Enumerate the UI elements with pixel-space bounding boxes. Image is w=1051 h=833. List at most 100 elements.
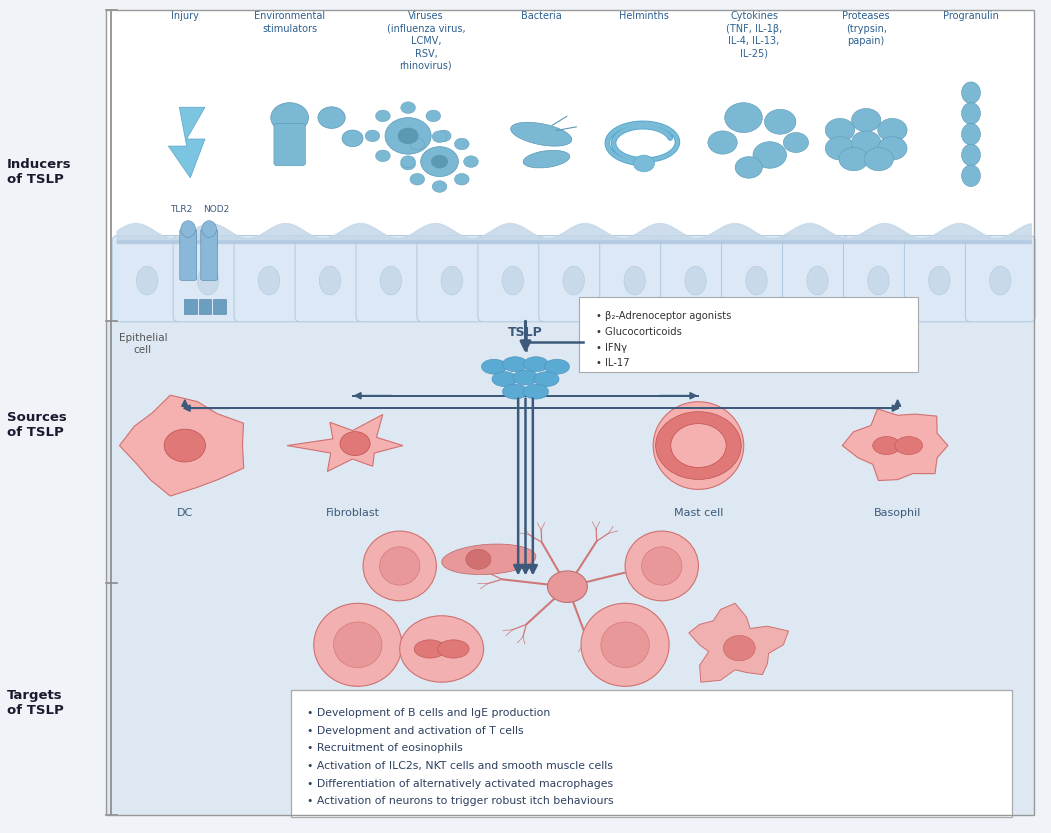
- Circle shape: [375, 150, 390, 162]
- FancyBboxPatch shape: [173, 236, 243, 322]
- Ellipse shape: [414, 640, 446, 658]
- Ellipse shape: [492, 372, 517, 387]
- Ellipse shape: [962, 123, 981, 145]
- Circle shape: [466, 549, 491, 569]
- Circle shape: [426, 150, 440, 162]
- Ellipse shape: [523, 357, 549, 372]
- Circle shape: [397, 127, 418, 144]
- Text: • Development of B cells and IgE production: • Development of B cells and IgE product…: [308, 708, 551, 718]
- Text: DC: DC: [177, 508, 193, 518]
- FancyBboxPatch shape: [234, 236, 304, 322]
- Circle shape: [753, 142, 786, 168]
- Ellipse shape: [962, 144, 981, 166]
- Circle shape: [375, 110, 390, 122]
- Bar: [106, 10, 1034, 815]
- Text: NOD2: NOD2: [203, 205, 229, 214]
- Circle shape: [365, 130, 379, 142]
- Ellipse shape: [441, 267, 462, 295]
- Circle shape: [431, 155, 448, 168]
- Ellipse shape: [363, 531, 436, 601]
- Circle shape: [548, 571, 588, 602]
- Ellipse shape: [894, 436, 923, 455]
- Ellipse shape: [502, 357, 528, 372]
- Ellipse shape: [333, 622, 382, 667]
- Circle shape: [436, 130, 451, 142]
- Circle shape: [864, 147, 893, 171]
- FancyBboxPatch shape: [783, 236, 852, 322]
- Circle shape: [735, 157, 762, 178]
- Ellipse shape: [513, 370, 538, 385]
- Text: Injury: Injury: [171, 12, 199, 22]
- Circle shape: [878, 137, 907, 160]
- FancyBboxPatch shape: [905, 236, 974, 322]
- FancyBboxPatch shape: [291, 690, 1012, 816]
- Circle shape: [634, 155, 655, 172]
- Ellipse shape: [202, 221, 217, 237]
- Circle shape: [851, 108, 881, 132]
- Polygon shape: [842, 409, 948, 481]
- Ellipse shape: [380, 267, 401, 295]
- Polygon shape: [120, 395, 244, 496]
- Ellipse shape: [511, 122, 572, 146]
- Circle shape: [410, 138, 425, 150]
- Ellipse shape: [481, 359, 507, 374]
- Text: Epithelial
cell: Epithelial cell: [119, 333, 167, 355]
- FancyBboxPatch shape: [112, 236, 182, 322]
- FancyBboxPatch shape: [180, 229, 197, 281]
- Ellipse shape: [624, 267, 645, 295]
- Text: Basophil: Basophil: [874, 508, 922, 518]
- Text: • IFNγ: • IFNγ: [596, 342, 626, 352]
- Text: • IL-17: • IL-17: [596, 358, 630, 368]
- FancyBboxPatch shape: [356, 236, 426, 322]
- Circle shape: [825, 137, 854, 160]
- Circle shape: [339, 431, 370, 456]
- Text: Fibroblast: Fibroblast: [326, 508, 379, 518]
- Ellipse shape: [962, 165, 981, 187]
- Text: • β₂-Adrenoceptor agonists: • β₂-Adrenoceptor agonists: [596, 311, 731, 321]
- Ellipse shape: [437, 640, 469, 658]
- FancyBboxPatch shape: [844, 236, 913, 322]
- Circle shape: [851, 131, 881, 154]
- Polygon shape: [688, 603, 788, 682]
- Circle shape: [825, 118, 854, 142]
- Circle shape: [385, 117, 431, 154]
- Polygon shape: [168, 107, 205, 177]
- Circle shape: [164, 429, 206, 462]
- Ellipse shape: [601, 622, 650, 667]
- Ellipse shape: [581, 603, 669, 686]
- Text: Viruses
(influenza virus,
LCMV,
RSV,
rhinovirus): Viruses (influenza virus, LCMV, RSV, rhi…: [387, 12, 466, 71]
- Circle shape: [432, 181, 447, 192]
- Circle shape: [400, 102, 415, 113]
- Circle shape: [318, 107, 345, 128]
- Ellipse shape: [653, 402, 744, 490]
- Ellipse shape: [441, 544, 536, 575]
- Circle shape: [400, 156, 415, 167]
- Circle shape: [399, 616, 483, 682]
- Ellipse shape: [872, 436, 901, 455]
- Text: TSLP: TSLP: [508, 327, 543, 339]
- Text: Progranulin: Progranulin: [943, 12, 998, 22]
- Ellipse shape: [625, 531, 699, 601]
- Ellipse shape: [807, 267, 828, 295]
- Text: Targets
of TSLP: Targets of TSLP: [6, 689, 63, 717]
- Ellipse shape: [685, 267, 706, 295]
- Ellipse shape: [534, 372, 559, 387]
- FancyBboxPatch shape: [722, 236, 791, 322]
- Text: Helminths: Helminths: [619, 12, 668, 22]
- Ellipse shape: [544, 359, 570, 374]
- Ellipse shape: [502, 384, 528, 399]
- Ellipse shape: [868, 267, 889, 295]
- Circle shape: [463, 156, 478, 167]
- Ellipse shape: [641, 546, 682, 585]
- FancyBboxPatch shape: [539, 236, 609, 322]
- Ellipse shape: [746, 267, 767, 295]
- Circle shape: [764, 109, 796, 134]
- Text: Cytokines
(TNF, IL-1β,
IL-4, IL-13,
IL-25): Cytokines (TNF, IL-1β, IL-4, IL-13, IL-2…: [726, 12, 782, 58]
- Ellipse shape: [523, 150, 570, 168]
- Text: Proteases
(trypsin,
papain): Proteases (trypsin, papain): [842, 12, 890, 46]
- Circle shape: [271, 102, 309, 132]
- FancyBboxPatch shape: [199, 298, 211, 313]
- Circle shape: [342, 130, 363, 147]
- Ellipse shape: [198, 267, 219, 295]
- Circle shape: [432, 131, 447, 142]
